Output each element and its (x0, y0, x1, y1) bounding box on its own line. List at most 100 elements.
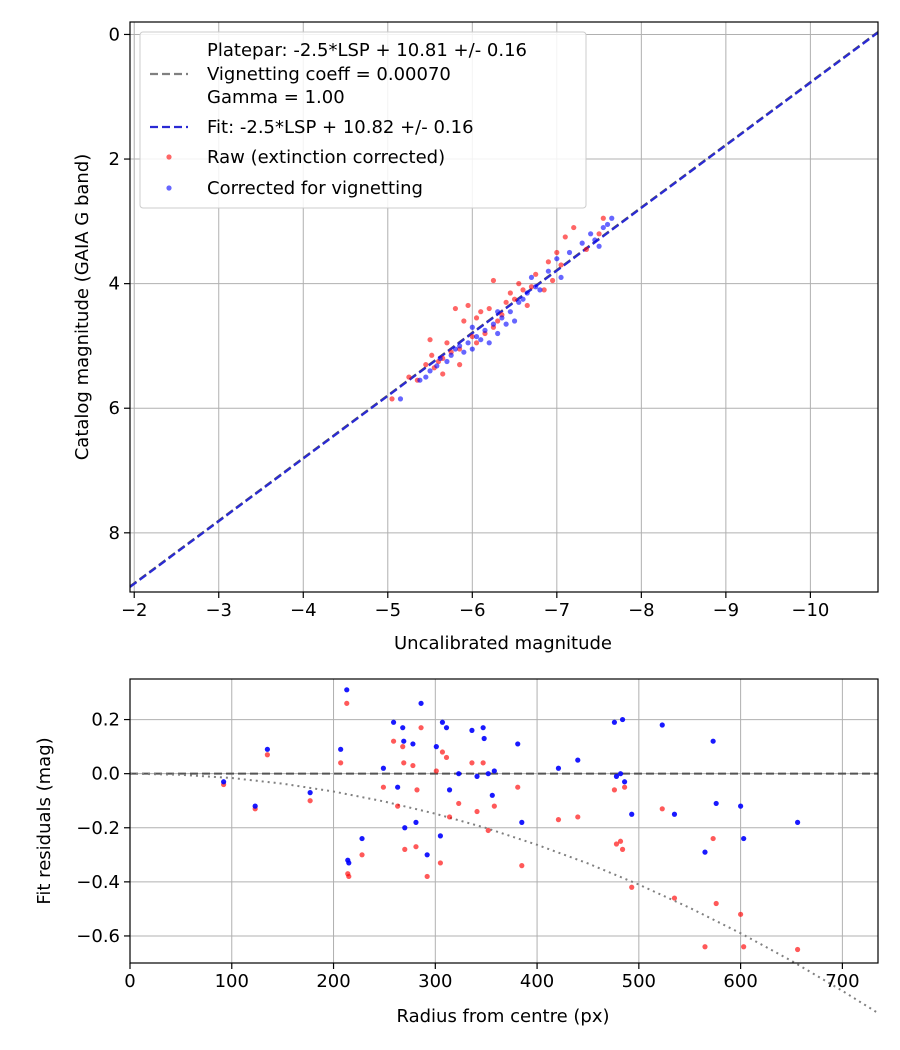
corrected-point (465, 340, 471, 346)
raw-point (446, 814, 453, 820)
x-tick-label: 500 (622, 971, 656, 992)
raw-point (524, 302, 530, 309)
x-tick-label: −9 (713, 600, 740, 621)
raw-point (541, 287, 547, 293)
x-tick-label: −8 (628, 600, 655, 621)
raw-point (558, 262, 564, 268)
bottom-scatter-points (221, 687, 801, 953)
x-tick-label: 300 (418, 971, 452, 992)
fit-line (129, 31, 879, 588)
raw-point (380, 784, 387, 790)
raw-point (456, 800, 462, 807)
corrected-point (418, 700, 424, 706)
corrected-point (511, 318, 518, 324)
legend-gamma-label: Gamma = 1.00 (207, 87, 345, 108)
corrected-point (629, 811, 635, 817)
x-tick-label: −5 (375, 600, 402, 621)
corrected-point (446, 787, 453, 793)
x-tick-label: 0 (124, 971, 135, 992)
raw-point (473, 315, 480, 321)
corrected-point (609, 215, 615, 221)
y-tick-label: 4 (109, 274, 120, 295)
raw-point (395, 803, 401, 809)
corrected-point (566, 249, 573, 256)
raw-point (741, 944, 747, 950)
x-tick-label: −6 (459, 600, 486, 621)
corrected-point (515, 741, 521, 747)
corrected-point (485, 771, 491, 777)
y-tick-label: −0.2 (76, 818, 120, 839)
legend-raw-marker (166, 154, 172, 160)
y-tick-label: 2 (109, 149, 120, 170)
corrected-point (659, 722, 665, 728)
top-plot-frame (129, 21, 879, 593)
raw-point (423, 362, 429, 368)
raw-point (474, 808, 480, 815)
raw-point (437, 860, 443, 866)
legend-corrected-label: Corrected for vignetting (207, 178, 423, 199)
raw-point (507, 290, 513, 296)
corrected-point (417, 377, 423, 383)
y-tick-label: 0.0 (91, 764, 120, 785)
raw-point (359, 852, 365, 858)
corrected-point (600, 224, 606, 231)
top-x-ticks: −2 −3 −4 −5 −6 −7 −8 −9 −10 (121, 592, 829, 621)
corrected-point (456, 771, 462, 777)
corrected-point (588, 231, 594, 237)
raw-point (461, 318, 467, 324)
raw-point (671, 895, 678, 901)
raw-point (511, 296, 518, 302)
raw-point (495, 318, 501, 324)
x-tick-label: −4 (290, 600, 317, 621)
corrected-point (554, 256, 560, 262)
raw-point (401, 760, 407, 766)
raw-point (710, 835, 716, 842)
raw-point (406, 374, 412, 380)
raw-point (264, 752, 270, 758)
corrected-point (617, 771, 624, 777)
raw-point (659, 806, 665, 812)
corrected-point (528, 274, 535, 281)
top-x-axis-label: Uncalibrated magnitude (394, 633, 612, 654)
raw-point (545, 259, 551, 265)
raw-point (440, 371, 446, 377)
bottom-plot-frame (129, 678, 879, 964)
bottom-x-axis-label: Radius from centre (px) (396, 1006, 609, 1027)
raw-point (583, 246, 590, 252)
corrected-point (520, 296, 526, 302)
raw-point (346, 873, 352, 880)
raw-point (516, 281, 522, 287)
corrected-point (516, 299, 522, 305)
bottom-reference-lines (129, 772, 879, 1014)
x-tick-label: −7 (544, 600, 571, 621)
raw-point (410, 762, 416, 769)
corrected-point (596, 243, 602, 249)
corrected-point (401, 738, 407, 744)
y-tick-label: 6 (109, 398, 120, 419)
corrected-point (469, 324, 475, 330)
corrected-point (307, 790, 313, 796)
raw-point (418, 725, 424, 731)
raw-point (429, 352, 435, 358)
corrected-point (611, 719, 618, 725)
y-tick-label: −0.4 (76, 872, 120, 893)
corrected-point (452, 346, 459, 352)
legend-corrected-marker (166, 185, 172, 191)
top-scatter-points (389, 215, 615, 402)
corrected-point (448, 352, 454, 358)
corrected-point (495, 330, 501, 337)
corrected-point (444, 358, 450, 365)
corrected-point (671, 811, 678, 817)
raw-point (469, 760, 475, 766)
corrected-point (457, 343, 463, 349)
raw-point (465, 302, 471, 309)
corrected-point (710, 738, 716, 744)
raw-point (533, 271, 539, 277)
corrected-point (423, 374, 429, 380)
raw-point (338, 760, 344, 766)
corrected-point (437, 355, 443, 361)
corrected-point (410, 741, 416, 747)
raw-point (611, 787, 618, 793)
corrected-point (507, 309, 513, 315)
raw-point (457, 362, 463, 368)
